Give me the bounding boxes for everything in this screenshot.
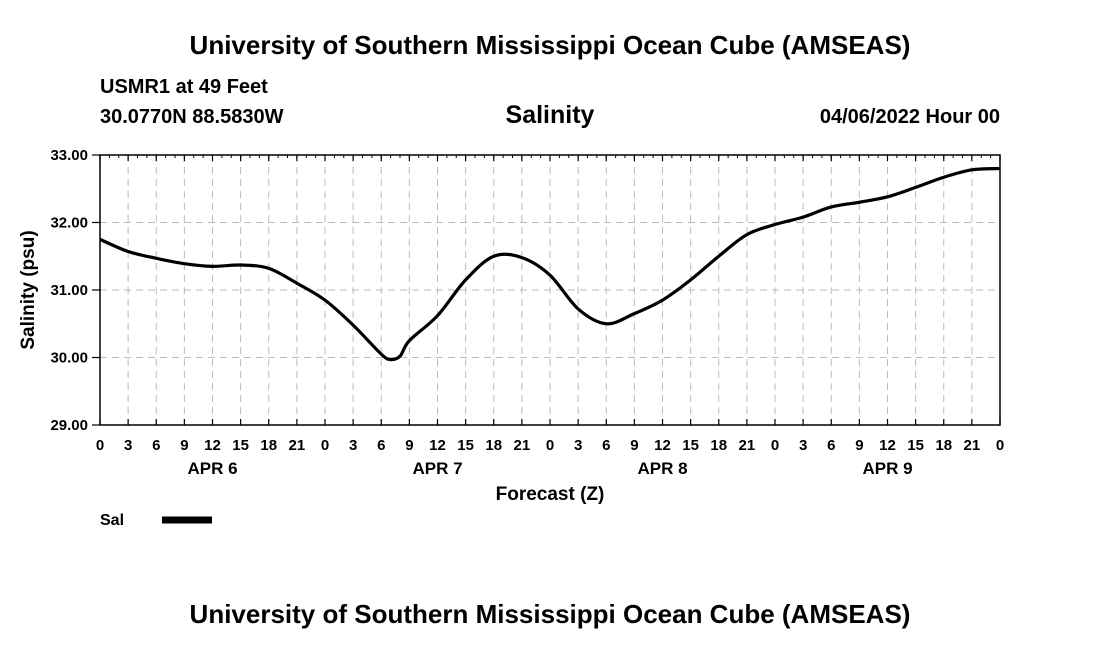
footer-title: University of Southern Mississippi Ocean… bbox=[189, 599, 911, 629]
y-tick-label: 32.00 bbox=[50, 215, 88, 232]
x-tick-label: 15 bbox=[232, 437, 249, 454]
x-tick-label: 9 bbox=[630, 437, 638, 454]
x-tick-label: 18 bbox=[260, 437, 277, 454]
x-axis-label: Forecast (Z) bbox=[496, 484, 605, 505]
station-label: USMR1 at 49 Feet bbox=[100, 76, 268, 98]
day-label: APR 9 bbox=[862, 459, 912, 478]
series-layer bbox=[99, 166, 1001, 362]
x-tick-label: 12 bbox=[654, 437, 671, 454]
y-axis-label: Salinity (psu) bbox=[18, 230, 39, 349]
x-tick-label: 0 bbox=[771, 437, 779, 454]
x-tick-label: 0 bbox=[321, 437, 329, 454]
x-tick-label: 15 bbox=[682, 437, 699, 454]
chart-title: University of Southern Mississippi Ocean… bbox=[189, 30, 911, 60]
x-tick-label: 6 bbox=[377, 437, 385, 454]
x-tick-label: 0 bbox=[546, 437, 554, 454]
x-tick-label: 12 bbox=[429, 437, 446, 454]
x-tick-label: 21 bbox=[964, 437, 981, 454]
x-tick-label: 21 bbox=[739, 437, 756, 454]
y-tick-label: 30.00 bbox=[50, 350, 88, 367]
x-tick-label: 21 bbox=[289, 437, 306, 454]
x-tick-label: 3 bbox=[124, 437, 132, 454]
coordinates-label: 30.0770N 88.5830W bbox=[100, 106, 284, 128]
x-tick-label: 9 bbox=[855, 437, 863, 454]
x-tick-label: 12 bbox=[204, 437, 221, 454]
day-label: APR 8 bbox=[637, 459, 687, 478]
x-tick-label: 9 bbox=[180, 437, 188, 454]
day-label: APR 7 bbox=[412, 459, 462, 478]
x-tick-label: 18 bbox=[485, 437, 502, 454]
plot-frame bbox=[99, 154, 1001, 426]
x-tick-label: 0 bbox=[96, 437, 104, 454]
x-tick-label: 18 bbox=[935, 437, 952, 454]
y-tick-label: 31.00 bbox=[50, 282, 88, 299]
day-label: APR 6 bbox=[187, 459, 237, 478]
x-tick-label: 3 bbox=[799, 437, 807, 454]
x-tick-label: 9 bbox=[405, 437, 413, 454]
series-line-sal bbox=[99, 166, 1001, 362]
x-tick-label: 21 bbox=[514, 437, 531, 454]
axis-labels: 0 3 6 9 12 15 18 21 0 3 6 9 12 15 18 21 0 3 6 9 12 15 18 21 0 3 6 9… bbox=[50, 147, 1004, 478]
x-tick-label: 0 bbox=[996, 437, 1004, 454]
y-tick-label: 33.00 bbox=[50, 147, 88, 164]
x-tick-label: 15 bbox=[907, 437, 924, 454]
x-tick-label: 3 bbox=[349, 437, 357, 454]
x-tick-label: 12 bbox=[879, 437, 896, 454]
variable-title: Salinity bbox=[505, 101, 595, 129]
x-tick-label: 3 bbox=[574, 437, 582, 454]
x-tick-label: 6 bbox=[152, 437, 160, 454]
x-tick-label: 15 bbox=[457, 437, 474, 454]
x-tick-label: 6 bbox=[602, 437, 610, 454]
y-tick-label: 29.00 bbox=[50, 417, 88, 434]
forecast-datetime: 04/06/2022 Hour 00 bbox=[819, 106, 1000, 128]
legend-label: Sal bbox=[100, 512, 124, 529]
grid-lines bbox=[100, 155, 1000, 425]
x-tick-label: 18 bbox=[710, 437, 727, 454]
x-tick-label: 6 bbox=[827, 437, 835, 454]
